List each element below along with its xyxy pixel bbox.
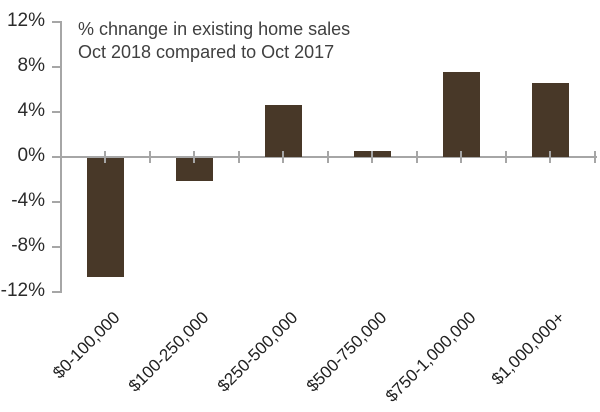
y-axis-tick [52,21,61,23]
y-axis-label: -8% [11,235,45,256]
x-axis-tick [460,151,463,163]
y-axis-tick [52,246,61,248]
y-axis-tick [52,201,61,203]
x-axis-tick [549,151,552,163]
x-axis-tick [148,151,151,163]
bar [175,158,213,181]
bar [531,82,569,157]
y-axis-tick [52,156,61,158]
x-axis-label: $0-100,000 [49,308,124,383]
x-axis-tick [326,151,329,163]
y-axis-tick [52,291,61,293]
chart-title: % chnange in existing home sales Oct 201… [78,18,350,64]
y-axis-label: 0% [17,145,45,166]
bar [264,105,302,157]
x-axis-tick [504,151,507,163]
y-axis-label: 12% [6,10,45,31]
chart-title-line2: Oct 2018 compared to Oct 2017 [78,42,335,62]
x-axis-label: $1,000,000+ [487,308,569,389]
y-axis-label: 4% [17,100,45,121]
y-axis-label: -12% [0,280,45,301]
x-axis-label: $750-1,000,000 [381,308,480,406]
x-axis-tick [415,151,418,163]
x-axis-label: $500-750,000 [303,308,391,396]
x-axis-tick [104,151,107,163]
bar [86,158,124,278]
x-axis-tick [593,151,596,163]
y-axis-tick [52,66,61,68]
x-axis-label: $100-250,000 [125,308,213,396]
x-axis-tick [193,151,196,163]
x-axis-tick [237,151,240,163]
chart-title-line1: % chnange in existing home sales [78,19,351,39]
x-axis-tick [371,151,374,163]
y-axis-label: 8% [17,55,45,76]
x-axis-tick [282,151,285,163]
bar [442,71,480,157]
y-axis-label: -4% [11,190,45,211]
x-axis-label: $250-500,000 [214,308,302,396]
y-axis-tick [52,111,61,113]
